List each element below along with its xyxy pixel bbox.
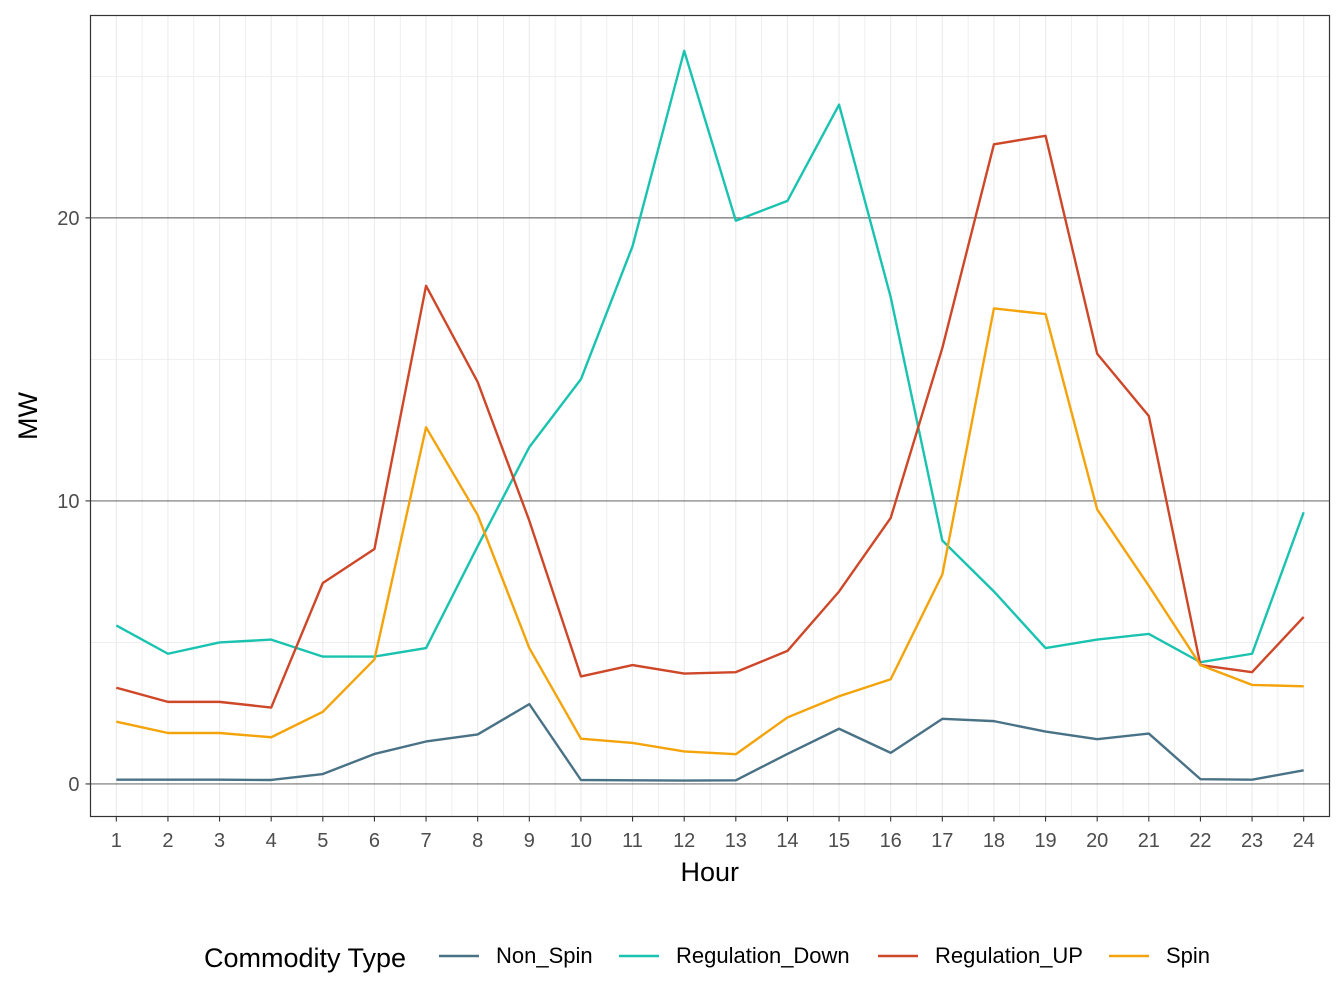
legend-label-regulation-up: Regulation_UP bbox=[935, 943, 1083, 968]
y-tick-label: 0 bbox=[68, 774, 79, 796]
x-tick-label: 24 bbox=[1293, 830, 1315, 852]
x-tick-label: 20 bbox=[1086, 830, 1108, 852]
x-tick-label: 18 bbox=[983, 830, 1005, 852]
x-axis-title: Hour bbox=[681, 857, 740, 887]
legend: Commodity Type Non_Spin Regulation_Down Re… bbox=[204, 943, 1210, 973]
x-tick-label: 19 bbox=[1034, 830, 1056, 852]
legend-label-non-spin: Non_Spin bbox=[496, 943, 593, 968]
x-tick-label: 11 bbox=[622, 830, 643, 852]
x-tick-label: 9 bbox=[524, 830, 535, 852]
y-axis: 0 10 20 bbox=[57, 208, 91, 796]
x-tick-label: 10 bbox=[570, 830, 592, 852]
x-tick-label: 6 bbox=[369, 830, 380, 852]
legend-title: Commodity Type bbox=[204, 943, 406, 973]
legend-label-spin: Spin bbox=[1166, 943, 1210, 968]
x-tick-label: 21 bbox=[1138, 830, 1160, 852]
x-tick-label: 5 bbox=[317, 830, 328, 852]
x-tick-label: 22 bbox=[1189, 830, 1211, 852]
x-tick-label: 1 bbox=[111, 830, 122, 852]
x-tick-label: 23 bbox=[1241, 830, 1263, 852]
series-line-non-spin bbox=[116, 702, 1304, 782]
x-axis: 1 2 3 4 5 6 7 8 9 10 11 12 13 14 15 16 17 18 19 20 21 22 23 24 bbox=[111, 816, 1315, 852]
legend-label-regulation-down: Regulation_Down bbox=[676, 943, 850, 968]
series-lines bbox=[115, 49, 1305, 782]
y-axis-title: MW bbox=[13, 392, 43, 440]
series-line-spin bbox=[116, 307, 1304, 756]
x-tick-label: 17 bbox=[931, 830, 953, 852]
major-gridlines bbox=[90, 15, 1330, 817]
x-tick-label: 7 bbox=[421, 830, 432, 852]
y-tick-label: 20 bbox=[57, 208, 79, 230]
x-tick-label: 8 bbox=[472, 830, 483, 852]
x-tick-label: 3 bbox=[214, 830, 225, 852]
x-tick-label: 15 bbox=[828, 830, 850, 852]
x-tick-label: 16 bbox=[880, 830, 902, 852]
x-tick-label: 4 bbox=[266, 830, 277, 852]
x-tick-label: 2 bbox=[162, 830, 173, 852]
series-line-regulation-down bbox=[115, 49, 1305, 664]
plot-border bbox=[89, 14, 1331, 818]
x-tick-label: 14 bbox=[776, 830, 798, 852]
minor-gridlines bbox=[90, 15, 1330, 817]
y-tick-label: 10 bbox=[57, 491, 79, 513]
x-tick-label: 12 bbox=[673, 830, 695, 852]
x-tick-label: 13 bbox=[725, 830, 747, 852]
series-line-regulation-up bbox=[115, 134, 1305, 709]
